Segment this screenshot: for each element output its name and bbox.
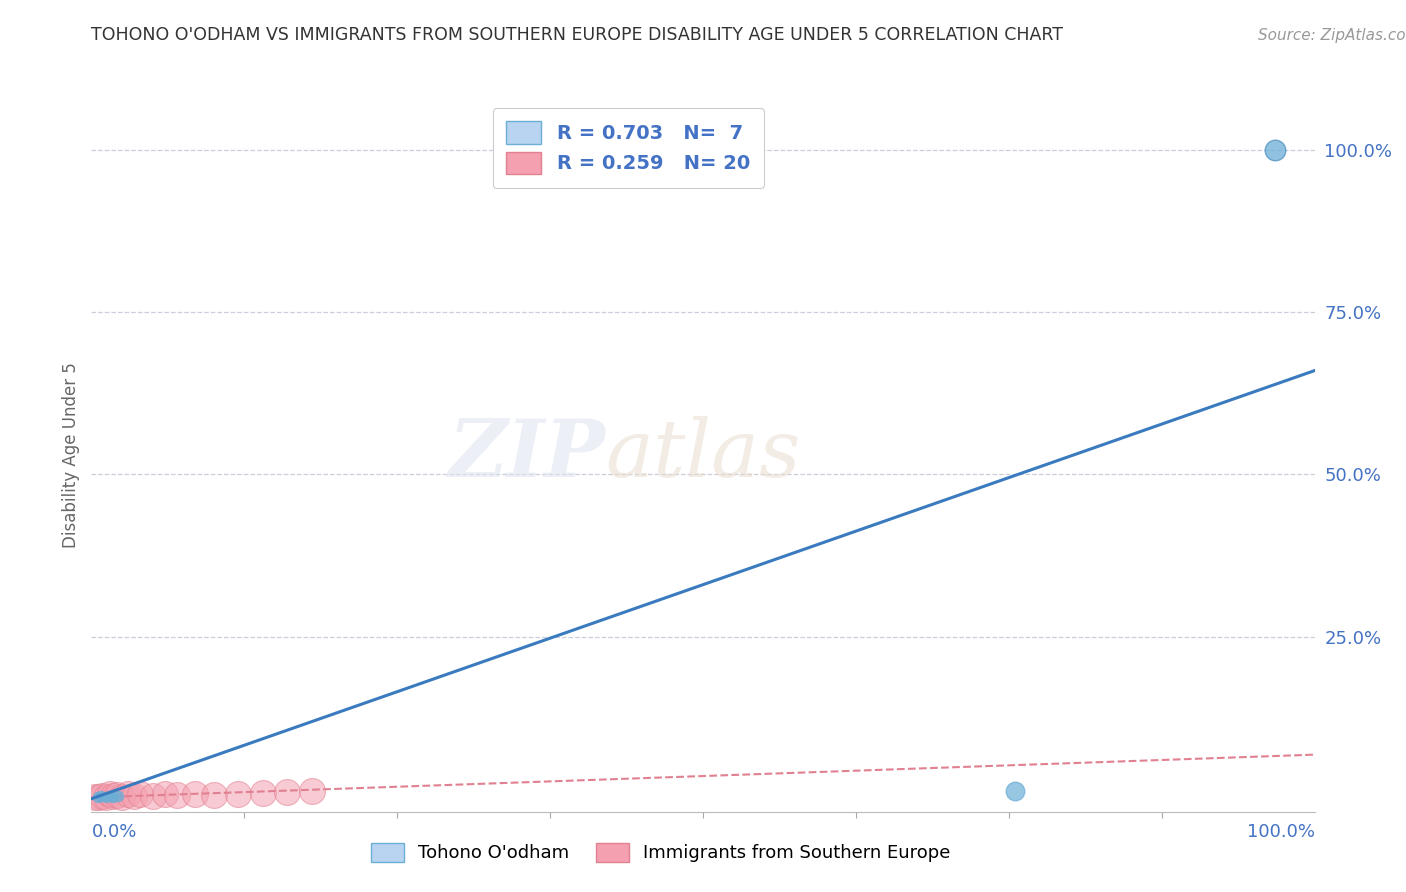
Y-axis label: Disability Age Under 5: Disability Age Under 5 bbox=[62, 362, 80, 548]
Point bbox=[111, 789, 134, 804]
Text: Source: ZipAtlas.com: Source: ZipAtlas.com bbox=[1258, 29, 1406, 43]
Point bbox=[1004, 784, 1026, 798]
Point bbox=[141, 789, 163, 803]
Point bbox=[1264, 143, 1286, 157]
Point bbox=[105, 788, 128, 802]
Legend: R = 0.703   N=  7, R = 0.259   N= 20: R = 0.703 N= 7, R = 0.259 N= 20 bbox=[492, 108, 763, 187]
Point bbox=[129, 787, 152, 801]
Point bbox=[202, 788, 225, 802]
Point bbox=[166, 788, 188, 802]
Text: TOHONO O'ODHAM VS IMMIGRANTS FROM SOUTHERN EUROPE DISABILITY AGE UNDER 5 CORRELA: TOHONO O'ODHAM VS IMMIGRANTS FROM SOUTHE… bbox=[91, 26, 1063, 44]
Text: ZIP: ZIP bbox=[449, 417, 605, 493]
Point bbox=[84, 790, 107, 805]
Point bbox=[252, 786, 274, 800]
Legend: Tohono O'odham, Immigrants from Southern Europe: Tohono O'odham, Immigrants from Southern… bbox=[364, 836, 957, 870]
Point bbox=[184, 787, 207, 801]
Text: 100.0%: 100.0% bbox=[1247, 822, 1315, 840]
Point bbox=[91, 789, 114, 803]
Point bbox=[94, 789, 117, 804]
Point bbox=[276, 785, 298, 799]
Point bbox=[117, 787, 139, 801]
Point bbox=[90, 789, 112, 804]
Point bbox=[226, 787, 249, 801]
Text: atlas: atlas bbox=[605, 417, 800, 493]
Point bbox=[107, 789, 129, 804]
Point bbox=[301, 784, 323, 798]
Point bbox=[103, 789, 125, 804]
Point bbox=[153, 787, 176, 801]
Point bbox=[87, 789, 110, 804]
Point bbox=[122, 789, 145, 803]
Point bbox=[94, 790, 117, 805]
Text: 0.0%: 0.0% bbox=[91, 822, 136, 840]
Point bbox=[103, 789, 125, 804]
Point bbox=[86, 790, 108, 805]
Point bbox=[98, 787, 121, 801]
Point bbox=[98, 789, 121, 803]
